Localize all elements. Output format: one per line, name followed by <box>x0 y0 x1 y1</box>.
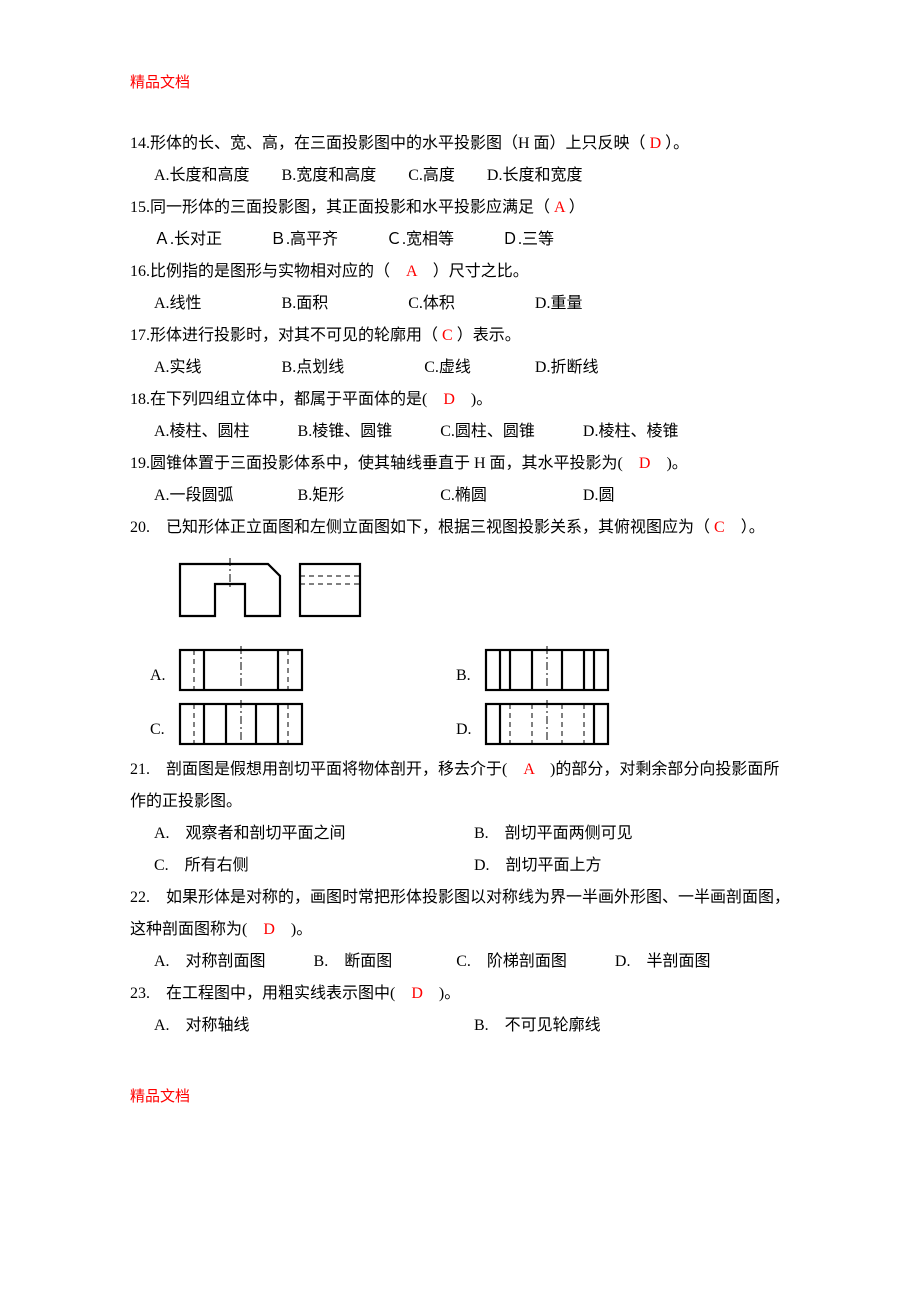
q18-text-b: )。 <box>455 391 492 408</box>
q19-stem: 19.圆锥体置于三面投影体系中，使其轴线垂直于 H 面，其水平投影为( D )。 <box>130 448 790 480</box>
q20-stem: 20. 已知形体正立面图和左侧立面图如下，根据三视图投影关系，其俯视图应为（ C… <box>130 512 790 544</box>
q14-options: A.长度和高度 B.宽度和高度 C.高度 D.长度和宽度 <box>154 160 790 192</box>
q23-opt-a: A. 对称轴线 <box>154 1010 474 1042</box>
q21-options-row2: C. 所有右侧 D. 剖切平面上方 <box>154 850 790 882</box>
q20-answer: C <box>714 519 725 536</box>
q23-options-row1: A. 对称轴线 B. 不可见轮廓线 <box>154 1010 790 1042</box>
q14-text-a: 14.形体的长、宽、高，在三面投影图中的水平投影图（H 面）上只反映（ <box>130 135 650 152</box>
q15-options: Ａ.长对正 Ｂ.高平齐 Ｃ.宽相等 Ｄ.三等 <box>154 224 790 256</box>
q20-options-row2: C. D. <box>150 700 790 748</box>
q20-option-b-fig <box>482 646 612 694</box>
q16-stem: 16.比例指的是图形与实物相对应的（ A ）尺寸之比。 <box>130 256 790 288</box>
q18-stem: 18.在下列四组立体中，都属于平面体的是( D )。 <box>130 384 790 416</box>
q22-options: A. 对称剖面图 B. 断面图 C. 阶梯剖面图 D. 半剖面图 <box>154 946 790 978</box>
q20-label-a: A. <box>150 660 170 694</box>
q16-answer: A <box>406 263 417 280</box>
q19-text-a: 19.圆锥体置于三面投影体系中，使其轴线垂直于 H 面，其水平投影为( <box>130 455 639 472</box>
q23-text-a: 23. 在工程图中，用粗实线表示图中( <box>130 985 411 1002</box>
q21-opt-d: D. 剖切平面上方 <box>474 850 602 882</box>
q21-stem: 21. 剖面图是假想用剖切平面将物体剖开，移去介于( A )的部分，对剩余部分向… <box>130 754 790 818</box>
q20-label-c: C. <box>150 714 170 748</box>
q23-opt-b: B. 不可见轮廓线 <box>474 1010 601 1042</box>
q23-text-b: )。 <box>423 985 460 1002</box>
q20-text-a: 20. 已知形体正立面图和左侧立面图如下，根据三视图投影关系，其俯视图应为（ <box>130 519 714 536</box>
q17-text-a: 17.形体进行投影时，对其不可见的轮廓用（ <box>130 327 442 344</box>
q18-answer: D <box>443 391 455 408</box>
q20-label-b: B. <box>456 660 476 694</box>
q22-text-a: 22. 如果形体是对称的，画图时常把形体投影图以对称线为界一半画外形图、一半画剖… <box>130 889 790 938</box>
q22-stem: 22. 如果形体是对称的，画图时常把形体投影图以对称线为界一半画外形图、一半画剖… <box>130 882 790 946</box>
q20-front-left-svg <box>170 554 370 626</box>
q21-opt-c: C. 所有右侧 <box>154 850 474 882</box>
q23-answer: D <box>411 985 423 1002</box>
q23-stem: 23. 在工程图中，用粗实线表示图中( D )。 <box>130 978 790 1010</box>
q16-text-a: 16.比例指的是图形与实物相对应的（ <box>130 263 406 280</box>
q18-options: A.棱柱、圆柱 B.棱锥、圆锥 C.圆柱、圆锥 D.棱柱、棱锥 <box>154 416 790 448</box>
footer-watermark: 精品文档 <box>130 1082 790 1112</box>
q22-text-b: )。 <box>275 921 312 938</box>
q20-given-views <box>170 554 790 626</box>
q16-text-b: ）尺寸之比。 <box>417 263 529 280</box>
q15-text-b: ） <box>565 199 585 216</box>
q17-answer: C <box>442 327 453 344</box>
q16-options: A.线性 B.面积 C.体积 D.重量 <box>154 288 790 320</box>
q14-stem: 14.形体的长、宽、高，在三面投影图中的水平投影图（H 面）上只反映（ D ）。 <box>130 128 790 160</box>
q21-text-a: 21. 剖面图是假想用剖切平面将物体剖开，移去介于( <box>130 761 523 778</box>
q22-answer: D <box>263 921 275 938</box>
q15-answer: A <box>554 199 565 216</box>
document-page: 精品文档 14.形体的长、宽、高，在三面投影图中的水平投影图（H 面）上只反映（… <box>0 0 920 1302</box>
q14-text-b: ）。 <box>661 135 689 152</box>
q21-opt-b: B. 剖切平面两侧可见 <box>474 818 633 850</box>
q20-options-row1: A. B. <box>150 646 790 694</box>
q20-option-c-fig <box>176 700 306 748</box>
q14-answer: D <box>650 135 662 152</box>
q21-options-row1: A. 观察者和剖切平面之间 B. 剖切平面两侧可见 <box>154 818 790 850</box>
q17-stem: 17.形体进行投影时，对其不可见的轮廓用（ C ）表示。 <box>130 320 790 352</box>
q21-answer: A <box>523 761 534 778</box>
q19-answer: D <box>639 455 651 472</box>
q21-opt-a: A. 观察者和剖切平面之间 <box>154 818 474 850</box>
q17-options: A.实线 B.点划线 C.虚线 D.折断线 <box>154 352 790 384</box>
header-watermark: 精品文档 <box>130 68 790 98</box>
q20-text-b: ）。 <box>725 519 765 536</box>
q17-text-b: ）表示。 <box>453 327 521 344</box>
q15-text-a: 15.同一形体的三面投影图，其正面投影和水平投影应满足（ <box>130 199 554 216</box>
q20-option-a-fig <box>176 646 306 694</box>
q19-text-b: )。 <box>650 455 687 472</box>
q20-label-d: D. <box>456 714 476 748</box>
q18-text-a: 18.在下列四组立体中，都属于平面体的是( <box>130 391 443 408</box>
q20-option-d-fig <box>482 700 612 748</box>
q15-stem: 15.同一形体的三面投影图，其正面投影和水平投影应满足（ A ） <box>130 192 790 224</box>
q19-options: A.一段圆弧 B.矩形 C.椭圆 D.圆 <box>154 480 790 512</box>
